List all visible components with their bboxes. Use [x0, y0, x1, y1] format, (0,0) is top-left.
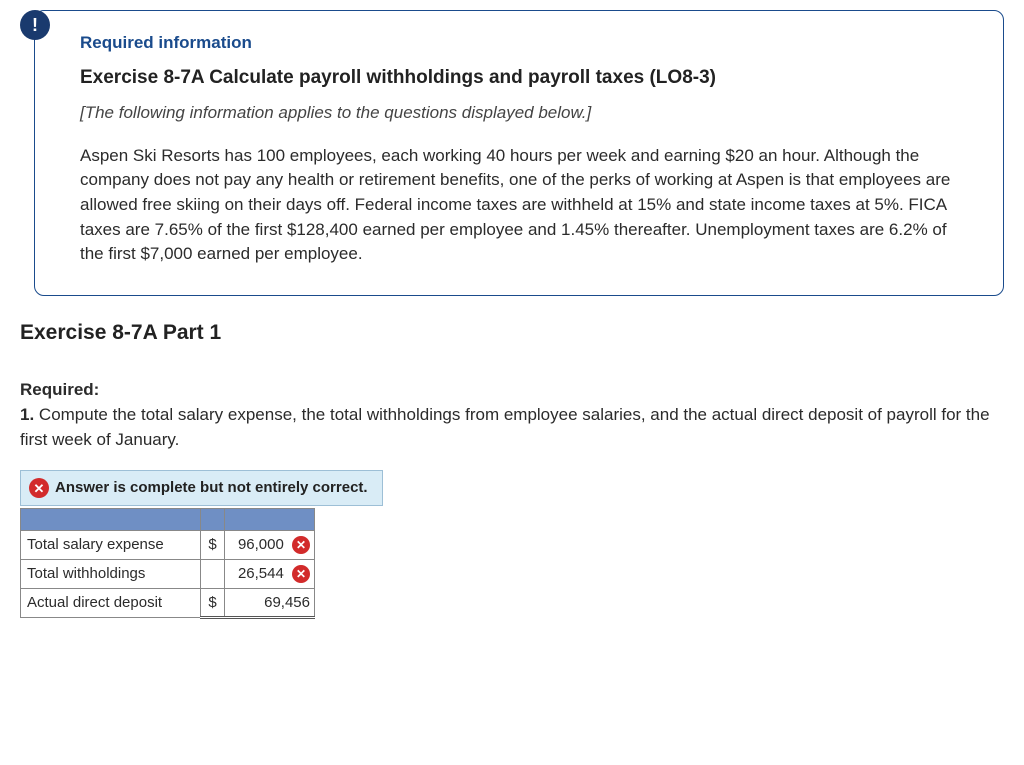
problem-text: Aspen Ski Resorts has 100 employees, eac… — [80, 144, 960, 267]
row-value[interactable]: 96,000 ✕ — [225, 531, 315, 560]
applies-note: [The following information applies to th… — [80, 101, 973, 126]
alert-icon: ! — [20, 10, 50, 40]
row-value[interactable]: 69,456 — [225, 588, 315, 618]
row-value[interactable]: 26,544 ✕ — [225, 559, 315, 588]
q1-number: 1. — [20, 405, 34, 424]
question-1: Required: 1. Compute the total salary ex… — [20, 378, 1004, 452]
row-currency: $ — [201, 531, 225, 560]
table-row: Total withholdings 26,544 ✕ — [21, 559, 315, 588]
required-info-section: ! Required information Exercise 8-7A Cal… — [20, 10, 1004, 296]
row-currency — [201, 559, 225, 588]
answer-table: Total salary expense$96,000 ✕Total withh… — [20, 508, 315, 619]
wrong-icon: ✕ — [292, 565, 310, 583]
part-title: Exercise 8-7A Part 1 — [20, 318, 1004, 348]
table-row: Total salary expense$96,000 ✕ — [21, 531, 315, 560]
row-label: Total salary expense — [21, 531, 201, 560]
required-info-box: Required information Exercise 8-7A Calcu… — [34, 10, 1004, 296]
table-row: Actual direct deposit$69,456 — [21, 588, 315, 618]
q1-text: Compute the total salary expense, the to… — [20, 405, 990, 449]
wrong-icon: ✕ — [29, 478, 49, 498]
feedback-text: Answer is complete but not entirely corr… — [55, 477, 368, 499]
row-label: Actual direct deposit — [21, 588, 201, 618]
exercise-title: Exercise 8-7A Calculate payroll withhold… — [80, 64, 973, 92]
wrong-icon: ✕ — [292, 536, 310, 554]
required-label: Required: — [20, 380, 99, 399]
table-header-row — [21, 509, 315, 531]
row-label: Total withholdings — [21, 559, 201, 588]
row-currency: $ — [201, 588, 225, 618]
feedback-banner: ✕ Answer is complete but not entirely co… — [20, 470, 383, 506]
required-heading: Required information — [80, 31, 973, 56]
